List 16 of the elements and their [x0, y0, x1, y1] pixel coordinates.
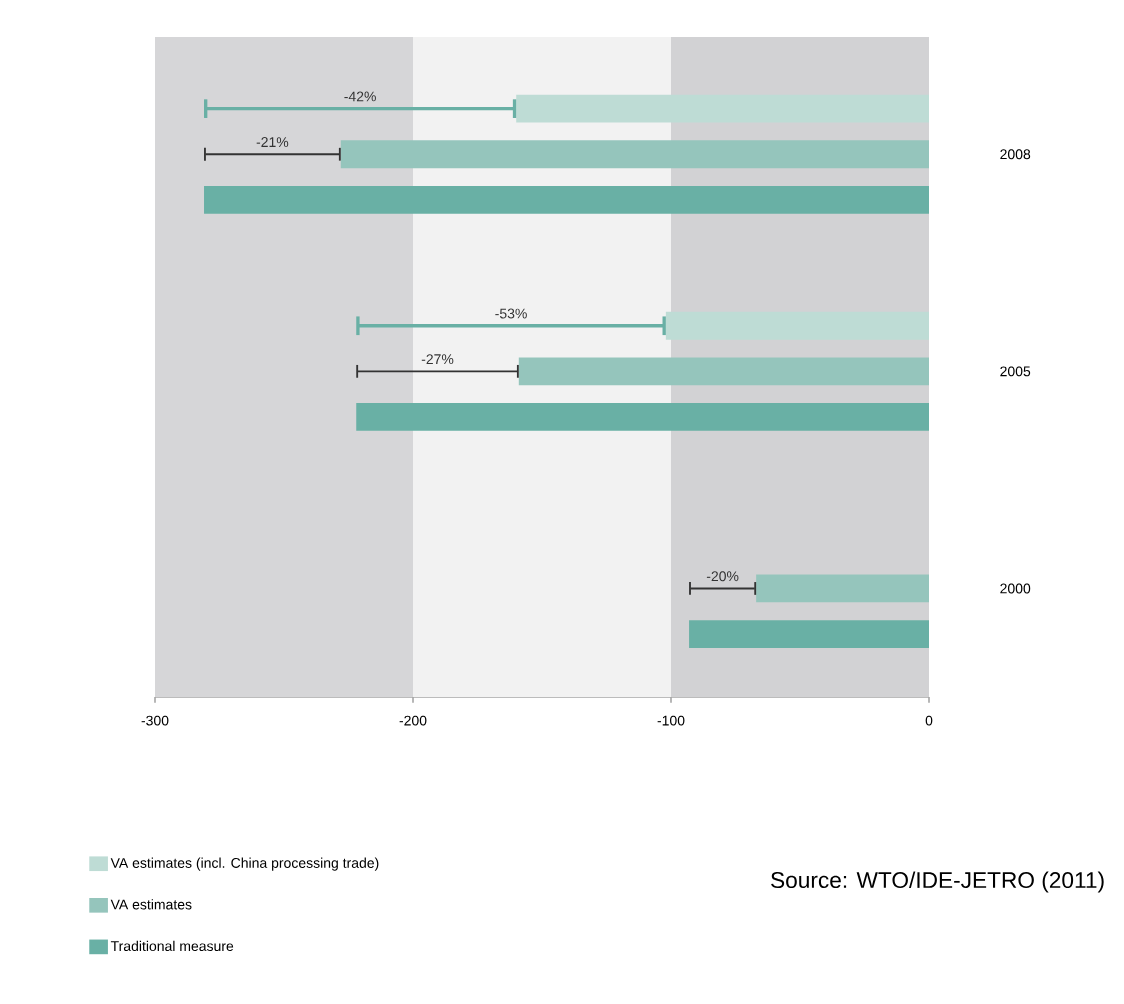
annotation: -42% [344, 91, 376, 102]
x-tick-label: -300 [141, 715, 169, 726]
y-tick-label: 2008 [1000, 149, 1031, 160]
y-tick-label: 2000 [1000, 583, 1031, 594]
annotation: -53% [495, 308, 527, 319]
x-tick-label: 0 [925, 715, 933, 726]
y-tick-label: 2005 [1000, 366, 1031, 377]
legend-label: VA estimates (incl. China processing trade) [110, 857, 379, 871]
legend-label: Traditional measure [110, 940, 234, 952]
x-tick-label: -100 [657, 715, 685, 726]
x-tick-label: -200 [399, 715, 427, 726]
annotation: -27% [421, 354, 454, 365]
annotation: -21% [256, 137, 289, 147]
legend-label: VA estimates [110, 899, 192, 910]
source-note: Source: WTO/IDE-JETRO (2011) [771, 871, 1104, 893]
annotation: -20% [706, 571, 739, 582]
